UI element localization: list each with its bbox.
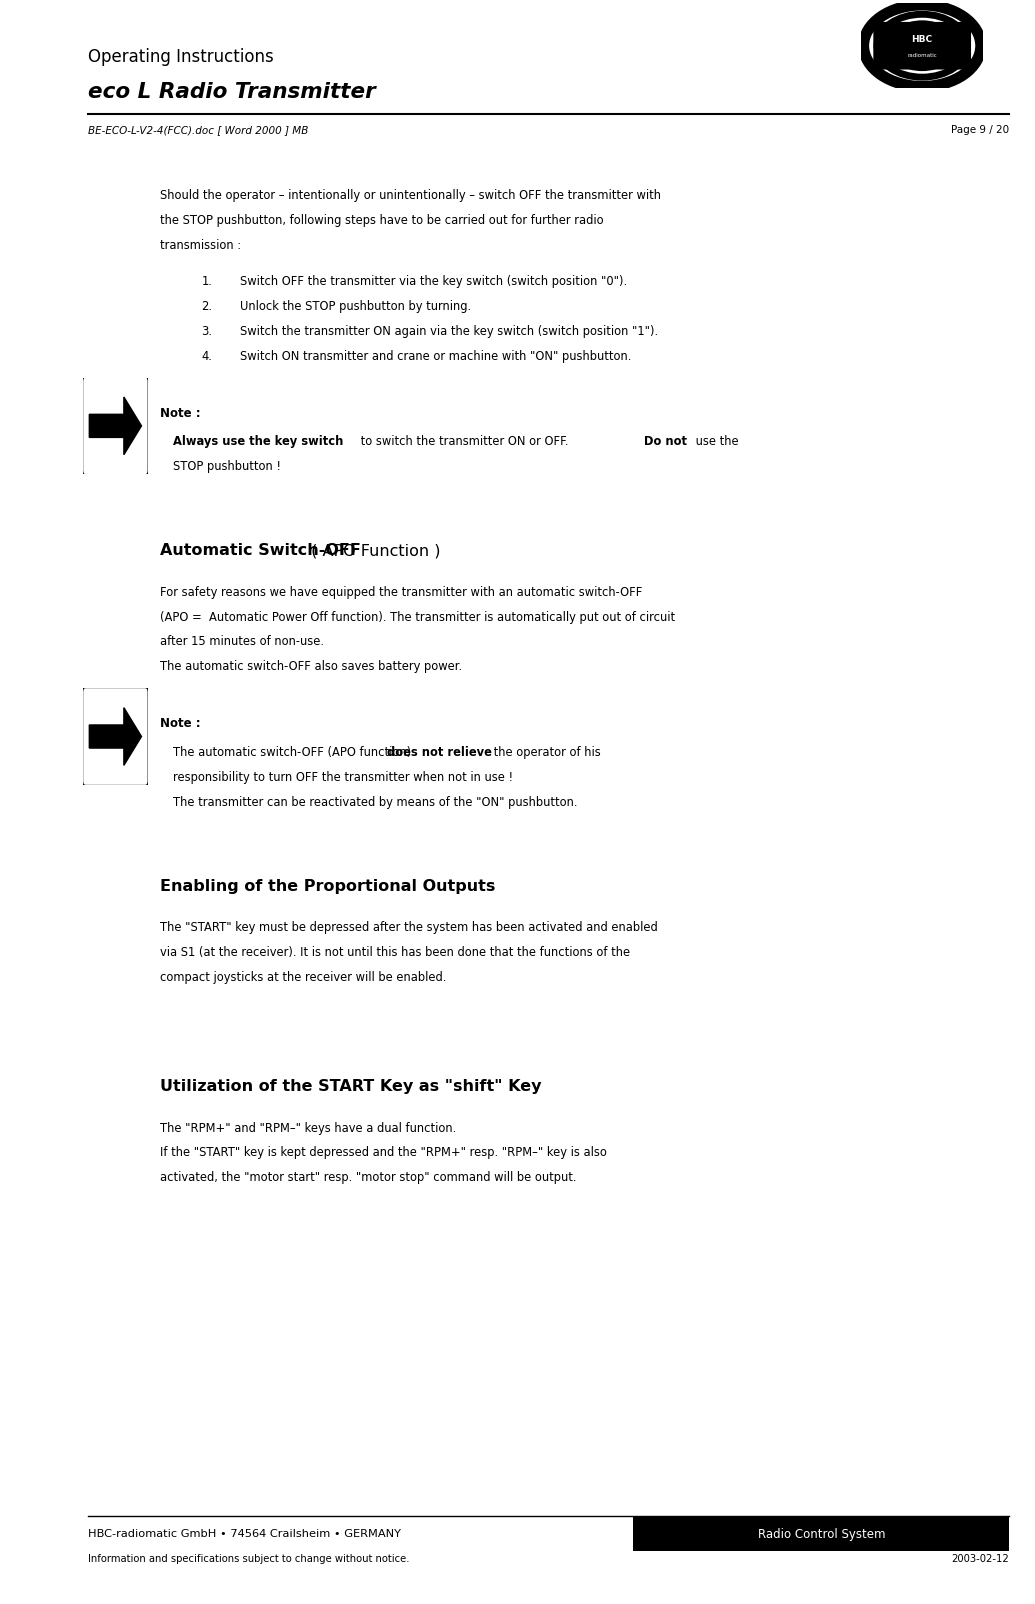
Text: Radio Control System: Radio Control System xyxy=(758,1527,885,1541)
Text: For safety reasons we have equipped the transmitter with an automatic switch-OFF: For safety reasons we have equipped the … xyxy=(160,585,643,598)
Text: 1.: 1. xyxy=(201,276,212,289)
Text: 3.: 3. xyxy=(201,324,212,338)
Text: The "START" key must be depressed after the system has been activated and enable: The "START" key must be depressed after … xyxy=(160,921,658,934)
Text: If the "START" key is kept depressed and the "RPM+" resp. "RPM–" key is also: If the "START" key is kept depressed and… xyxy=(160,1147,608,1160)
Text: compact joysticks at the receiver will be enabled.: compact joysticks at the receiver will b… xyxy=(160,970,447,983)
Text: activated, the "motor start" resp. "motor stop" command will be output.: activated, the "motor start" resp. "moto… xyxy=(160,1171,576,1184)
Text: 4.: 4. xyxy=(201,350,212,363)
Text: ( APO Function ): ( APO Function ) xyxy=(306,544,441,558)
Text: Always use the key switch: Always use the key switch xyxy=(173,435,344,448)
Text: BE-ECO-L-V2-4(FCC).doc [ Word 2000 ] MB: BE-ECO-L-V2-4(FCC).doc [ Word 2000 ] MB xyxy=(88,125,308,135)
FancyBboxPatch shape xyxy=(874,22,971,69)
FancyBboxPatch shape xyxy=(82,375,149,476)
Text: does not relieve: does not relieve xyxy=(387,746,493,759)
FancyBboxPatch shape xyxy=(633,1517,1009,1551)
Text: 2.: 2. xyxy=(201,300,212,313)
Text: Note :: Note : xyxy=(160,407,201,420)
Text: Switch OFF the transmitter via the key switch (switch position "0").: Switch OFF the transmitter via the key s… xyxy=(240,276,627,289)
Text: Information and specifications subject to change without notice.: Information and specifications subject t… xyxy=(88,1554,410,1564)
Text: Unlock the STOP pushbutton by turning.: Unlock the STOP pushbutton by turning. xyxy=(240,300,471,313)
Text: Operating Instructions: Operating Instructions xyxy=(88,48,273,66)
Text: The transmitter can be reactivated by means of the "ON" pushbutton.: The transmitter can be reactivated by me… xyxy=(173,796,578,808)
Text: radiomatic: radiomatic xyxy=(908,53,937,58)
Text: 2003-02-12: 2003-02-12 xyxy=(951,1554,1009,1564)
Text: responsibility to turn OFF the transmitter when not in use !: responsibility to turn OFF the transmitt… xyxy=(173,772,513,784)
Text: Enabling of the Proportional Outputs: Enabling of the Proportional Outputs xyxy=(160,879,496,893)
Text: Utilization of the START Key as "shift" Key: Utilization of the START Key as "shift" … xyxy=(160,1079,542,1094)
Polygon shape xyxy=(89,707,142,765)
Text: Should the operator – intentionally or unintentionally – switch OFF the transmit: Should the operator – intentionally or u… xyxy=(160,189,661,202)
Text: the STOP pushbutton, following steps have to be carried out for further radio: the STOP pushbutton, following steps hav… xyxy=(160,215,604,228)
Text: after 15 minutes of non-use.: after 15 minutes of non-use. xyxy=(160,635,324,648)
Text: HBC: HBC xyxy=(912,35,933,45)
Text: transmission :: transmission : xyxy=(160,239,241,252)
Text: eco L Radio Transmitter: eco L Radio Transmitter xyxy=(88,82,376,101)
Text: the operator of his: the operator of his xyxy=(490,746,600,759)
Polygon shape xyxy=(89,398,142,456)
Text: (APO =  Automatic Power Off function). The transmitter is automatically put out : (APO = Automatic Power Off function). Th… xyxy=(160,611,676,624)
Text: Page 9 / 20: Page 9 / 20 xyxy=(951,125,1009,135)
Text: The automatic switch-OFF (APO function): The automatic switch-OFF (APO function) xyxy=(173,746,415,759)
Text: Switch ON transmitter and crane or machine with "ON" pushbutton.: Switch ON transmitter and crane or machi… xyxy=(240,350,631,363)
Text: STOP pushbutton !: STOP pushbutton ! xyxy=(173,460,280,473)
Text: The "RPM+" and "RPM–" keys have a dual function.: The "RPM+" and "RPM–" keys have a dual f… xyxy=(160,1121,456,1134)
Text: Do not: Do not xyxy=(644,435,687,448)
Text: Switch the transmitter ON again via the key switch (switch position "1").: Switch the transmitter ON again via the … xyxy=(240,324,658,338)
Text: Note :: Note : xyxy=(160,717,201,730)
Text: use the: use the xyxy=(692,435,739,448)
Text: Automatic Switch-OFF: Automatic Switch-OFF xyxy=(160,544,361,558)
Text: The automatic switch-OFF also saves battery power.: The automatic switch-OFF also saves batt… xyxy=(160,661,463,674)
Text: to switch the transmitter ON or OFF.: to switch the transmitter ON or OFF. xyxy=(357,435,572,448)
Text: HBC-radiomatic GmbH • 74564 Crailsheim • GERMANY: HBC-radiomatic GmbH • 74564 Crailsheim •… xyxy=(88,1529,401,1538)
Circle shape xyxy=(861,3,983,88)
Text: via S1 (at the receiver). It is not until this has been done that the functions : via S1 (at the receiver). It is not unti… xyxy=(160,946,630,959)
FancyBboxPatch shape xyxy=(82,687,149,786)
